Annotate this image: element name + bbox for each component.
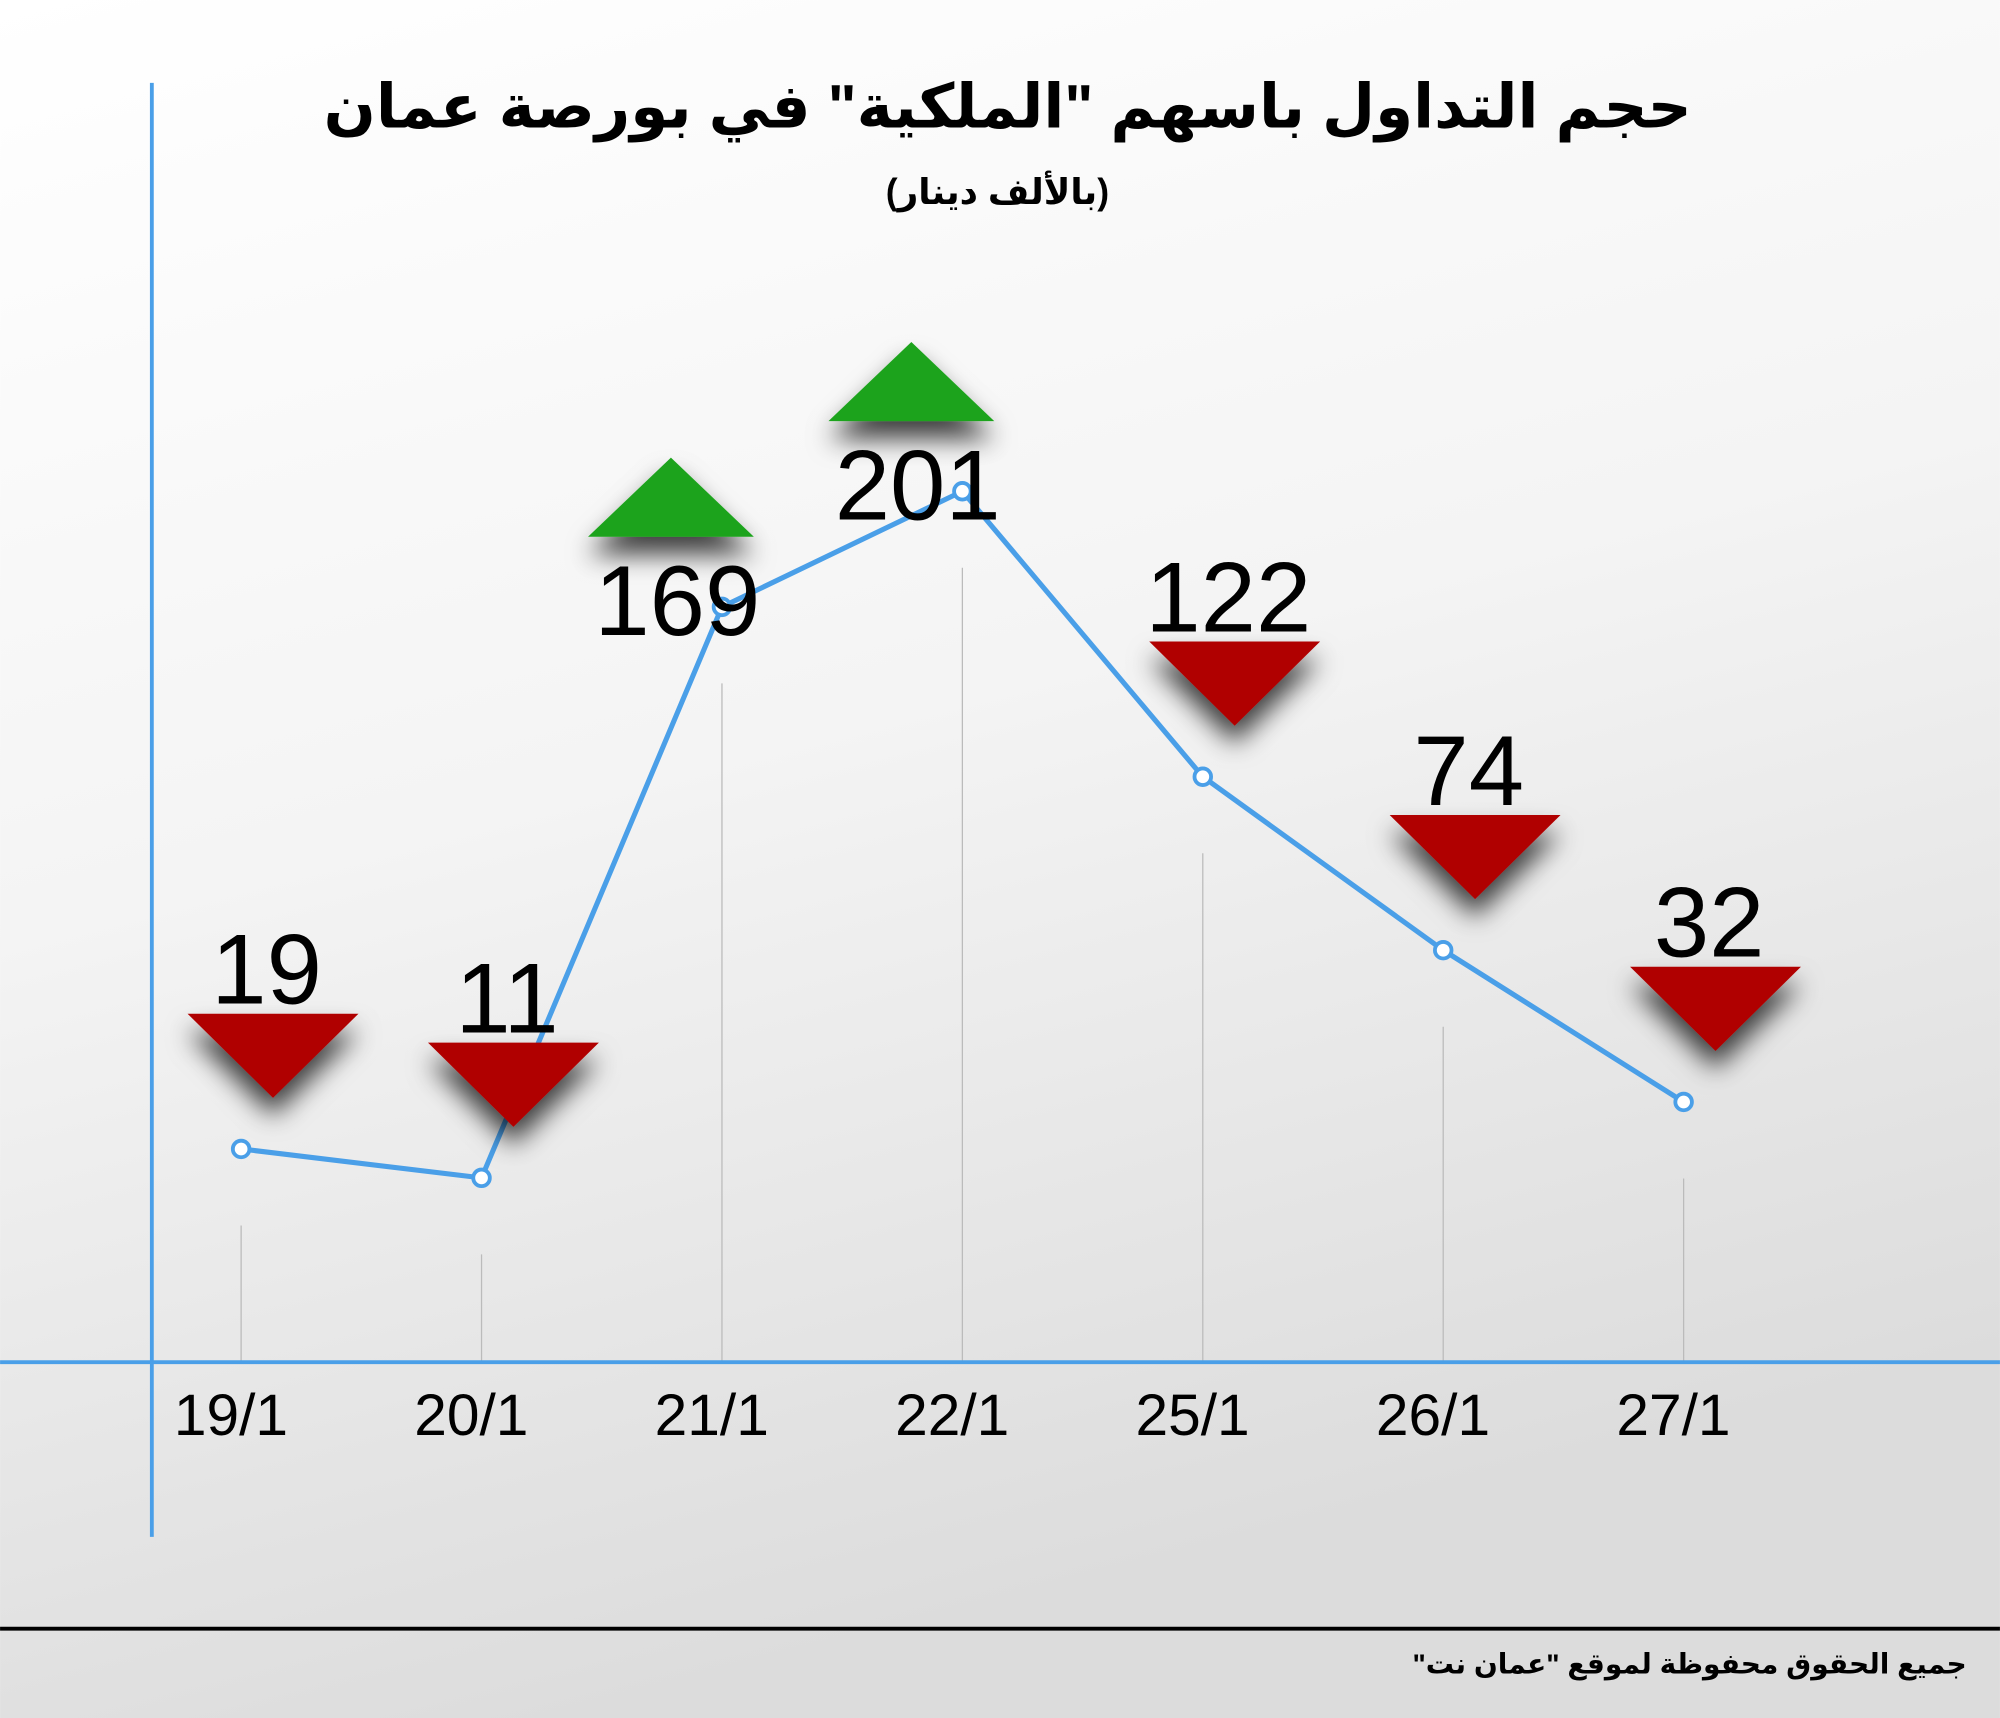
arrow-down (187, 1013, 359, 1098)
data-label: 11 (455, 943, 558, 1054)
arrow-down (1389, 814, 1561, 900)
plot-area: 19/1 20/1 21/1 22/1 25/1 26/1 27/1 19 11 169 201 12… (174, 342, 1801, 1448)
point (1192, 766, 1213, 787)
point (1673, 1091, 1694, 1113)
arrow-up (588, 457, 754, 537)
arrow-down (1630, 966, 1801, 1051)
arrow-down (427, 1042, 599, 1127)
point (952, 481, 973, 502)
x-tick-label: 26/1 (1376, 1383, 1490, 1448)
x-tick-label: 27/1 (1616, 1383, 1730, 1448)
chart-subtitle: (بالألف دينار) (886, 169, 1109, 213)
data-label: 19 (211, 915, 322, 1026)
arrow-up (828, 342, 995, 422)
data-label: 201 (835, 430, 1001, 541)
x-tick-label: 22/1 (895, 1383, 1009, 1448)
footer-text: جميع الحقوق محفوظة لموقع "عمان نت" (1413, 1648, 1967, 1680)
chart-title: حجم التداول باسهم "الملكية" في بورصة عما… (324, 73, 1692, 143)
point (471, 1167, 492, 1189)
x-tick-label: 25/1 (1136, 1383, 1250, 1448)
x-tick-label: 21/1 (655, 1383, 769, 1448)
data-label: 32 (1654, 868, 1765, 979)
x-tick-label: 19/1 (174, 1383, 288, 1448)
point (711, 596, 733, 618)
x-tick-label: 20/1 (414, 1383, 528, 1448)
data-label: 122 (1145, 542, 1311, 653)
arrow-down (1149, 641, 1321, 726)
data-label: 169 (594, 546, 760, 657)
data-label: 74 (1413, 716, 1524, 827)
point (1433, 939, 1454, 961)
point (230, 1138, 252, 1160)
